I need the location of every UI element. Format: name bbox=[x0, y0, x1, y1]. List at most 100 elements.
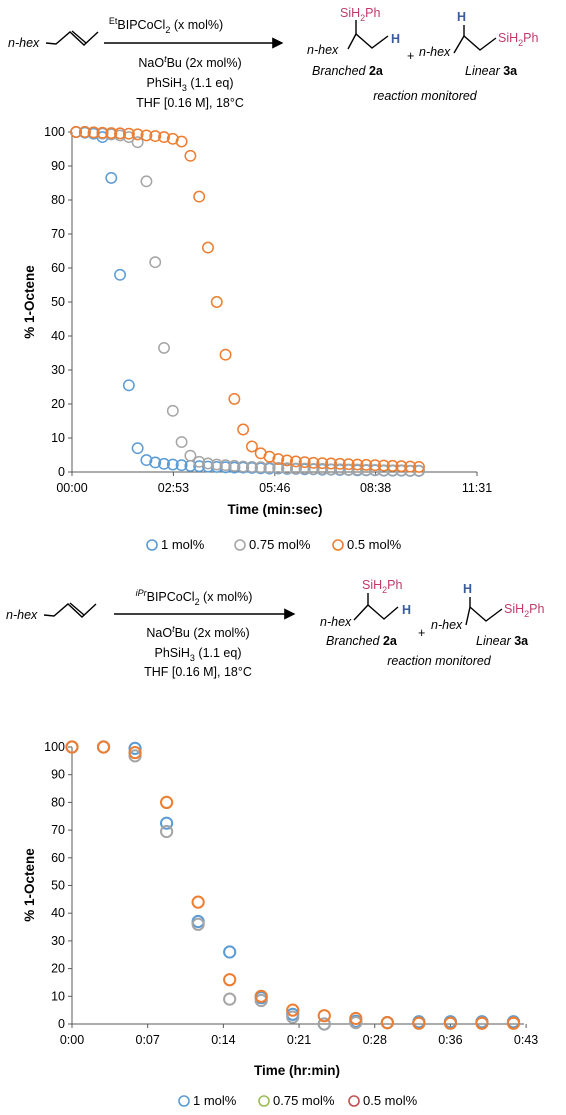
branched-structure-2 bbox=[353, 604, 399, 621]
data-point bbox=[114, 268, 127, 281]
data-point bbox=[202, 457, 214, 470]
y-tick-label: 40 bbox=[51, 906, 65, 920]
y-tick-label: 90 bbox=[51, 159, 65, 173]
data-point bbox=[333, 463, 346, 476]
data-point bbox=[223, 973, 237, 987]
data-point bbox=[140, 454, 153, 467]
data-point bbox=[286, 1003, 300, 1017]
alkene-structure bbox=[45, 31, 99, 46]
data-point bbox=[166, 458, 179, 471]
data-point bbox=[128, 741, 142, 755]
data-point bbox=[223, 945, 237, 959]
reaction-scheme-1: n-hex EtBIPCoCl2 (x mol%) NaOtBu (2x mol… bbox=[8, 6, 539, 110]
branched-hex-label-2: n-hex bbox=[320, 615, 352, 629]
data-point bbox=[316, 457, 329, 470]
y-tick-label: 100 bbox=[44, 125, 65, 139]
branched-h-label-2: H bbox=[402, 603, 411, 617]
y-tick-label: 30 bbox=[51, 934, 65, 948]
branched-name: Branched 2a bbox=[312, 64, 384, 78]
data-point bbox=[193, 190, 206, 203]
data-point bbox=[386, 459, 399, 472]
chart1-points bbox=[70, 126, 425, 477]
data-point bbox=[114, 127, 127, 140]
data-point bbox=[307, 456, 320, 469]
y-tick-label: 50 bbox=[51, 295, 65, 309]
data-point bbox=[158, 341, 170, 354]
y-tick-label: 10 bbox=[51, 989, 65, 1003]
chart-1: 0 10 20 30 40 50 60 70 80 90 100 00:00 02:53 05:46 08… bbox=[22, 125, 492, 552]
data-point bbox=[317, 1009, 331, 1023]
data-point bbox=[298, 456, 311, 469]
data-point bbox=[325, 463, 338, 476]
base-label: NaOtBu (2x mol%) bbox=[138, 54, 241, 70]
data-point bbox=[342, 463, 355, 476]
x-tick-label: 11:31 bbox=[462, 481, 492, 495]
data-point bbox=[333, 457, 346, 470]
branched-silyl-label: SiH2Ph bbox=[340, 6, 381, 23]
chart1-x-title: Time (min:sec) bbox=[227, 502, 322, 517]
data-point bbox=[158, 457, 170, 470]
data-point bbox=[160, 795, 174, 810]
chart2-legend: 1 mol% 0.75 mol% 0.5 mol% bbox=[178, 1093, 418, 1108]
data-point bbox=[281, 462, 294, 475]
branched-name-2: Branched 2a bbox=[326, 634, 398, 648]
legend-label: 0.75 mol% bbox=[273, 1093, 335, 1108]
linear-silyl-label-2: SiH2Ph bbox=[504, 602, 545, 619]
data-point bbox=[404, 460, 417, 473]
catalyst-label: EtBIPCoCl2 (x mol%) bbox=[109, 16, 223, 35]
alkene-structure-2 bbox=[43, 603, 97, 618]
reactant-label: n-hex bbox=[8, 36, 40, 50]
conditions-label: THF [0.16 M], 18°C bbox=[136, 96, 244, 110]
data-point bbox=[131, 128, 144, 141]
data-point bbox=[412, 1016, 426, 1030]
data-point bbox=[70, 126, 83, 138]
legend-label: 1 mol% bbox=[193, 1093, 237, 1108]
data-point bbox=[395, 460, 408, 473]
data-point bbox=[307, 462, 320, 475]
silane-label-2: PhSiH3 (1.1 eq) bbox=[154, 646, 241, 663]
linear-structure-2 bbox=[465, 605, 503, 626]
y-tick-label: 20 bbox=[51, 962, 65, 976]
data-point bbox=[254, 993, 268, 1008]
data-point bbox=[65, 740, 79, 754]
branched-silyl-label-2: SiH2Ph bbox=[362, 578, 403, 595]
x-tick-label: 0:00 bbox=[60, 1033, 84, 1047]
data-point bbox=[149, 130, 162, 143]
data-point bbox=[149, 256, 162, 269]
data-point bbox=[160, 824, 174, 839]
data-point bbox=[351, 458, 364, 471]
chart2-points bbox=[65, 740, 521, 1031]
data-point bbox=[131, 136, 144, 149]
reactant-label-2: n-hex bbox=[6, 608, 38, 622]
x-tick-label: 0:14 bbox=[211, 1033, 235, 1047]
data-point bbox=[342, 458, 355, 471]
data-point bbox=[175, 436, 188, 449]
silane-label: PhSiH3 (1.1 eq) bbox=[146, 76, 233, 93]
legend-marker bbox=[348, 1095, 360, 1107]
x-tick-label: 05:46 bbox=[259, 481, 290, 495]
data-point bbox=[128, 745, 142, 760]
linear-silyl-label: SiH2Ph bbox=[498, 31, 539, 48]
data-point bbox=[369, 459, 381, 472]
y-tick-label: 20 bbox=[51, 397, 65, 411]
data-point bbox=[380, 1016, 394, 1030]
y-tick-label: 80 bbox=[51, 795, 65, 809]
chart2-x-title: Time (hr:min) bbox=[254, 1063, 340, 1078]
data-point bbox=[228, 459, 241, 472]
monitored-note-2: reaction monitored bbox=[387, 654, 492, 668]
branched-structure bbox=[347, 32, 389, 50]
data-point bbox=[223, 992, 237, 1006]
data-point bbox=[131, 442, 144, 455]
x-tick-label: 0:28 bbox=[363, 1033, 387, 1047]
base-label-2: NaOtBu (2x mol%) bbox=[146, 624, 249, 640]
data-point bbox=[298, 462, 311, 475]
data-point bbox=[175, 135, 188, 148]
data-point bbox=[317, 1017, 331, 1031]
chart2-y-title: % 1-Octene bbox=[22, 848, 37, 922]
data-point bbox=[191, 917, 205, 931]
data-point bbox=[349, 1016, 363, 1030]
data-point bbox=[237, 460, 250, 473]
data-point bbox=[289, 462, 302, 475]
data-point bbox=[122, 379, 135, 392]
